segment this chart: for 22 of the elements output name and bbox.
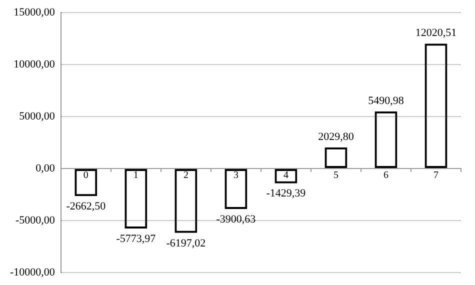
data-label: 12020,51 (415, 26, 457, 39)
data-label: -3900,63 (216, 213, 256, 226)
x-tick-label: 5 (333, 170, 338, 182)
y-tick-label: -10000,00 (10, 266, 56, 278)
x-tick-label: 6 (383, 170, 388, 182)
y-tick-label: -5000,00 (15, 214, 56, 226)
y-tick-label: 10000,00 (14, 58, 56, 70)
data-label: -1429,39 (266, 188, 306, 200)
y-tick-label: 0,00 (36, 162, 56, 174)
x-tick-label: 1 (133, 170, 138, 182)
x-tick-label: 3 (233, 170, 238, 182)
data-label: 5490,98 (368, 94, 404, 107)
y-tick-label: 15000,00 (14, 6, 56, 18)
y-tick-label: 5000,00 (19, 110, 56, 122)
x-tick-label: 0 (83, 170, 88, 182)
data-label: -5773,97 (116, 232, 156, 245)
x-tick-label: 7 (433, 170, 438, 182)
data-label: -6197,02 (166, 237, 206, 250)
data-label: 2029,80 (318, 130, 354, 143)
x-tick-label: 4 (283, 170, 288, 182)
x-tick-label: 2 (183, 170, 188, 182)
data-label: -2662,50 (66, 200, 106, 213)
